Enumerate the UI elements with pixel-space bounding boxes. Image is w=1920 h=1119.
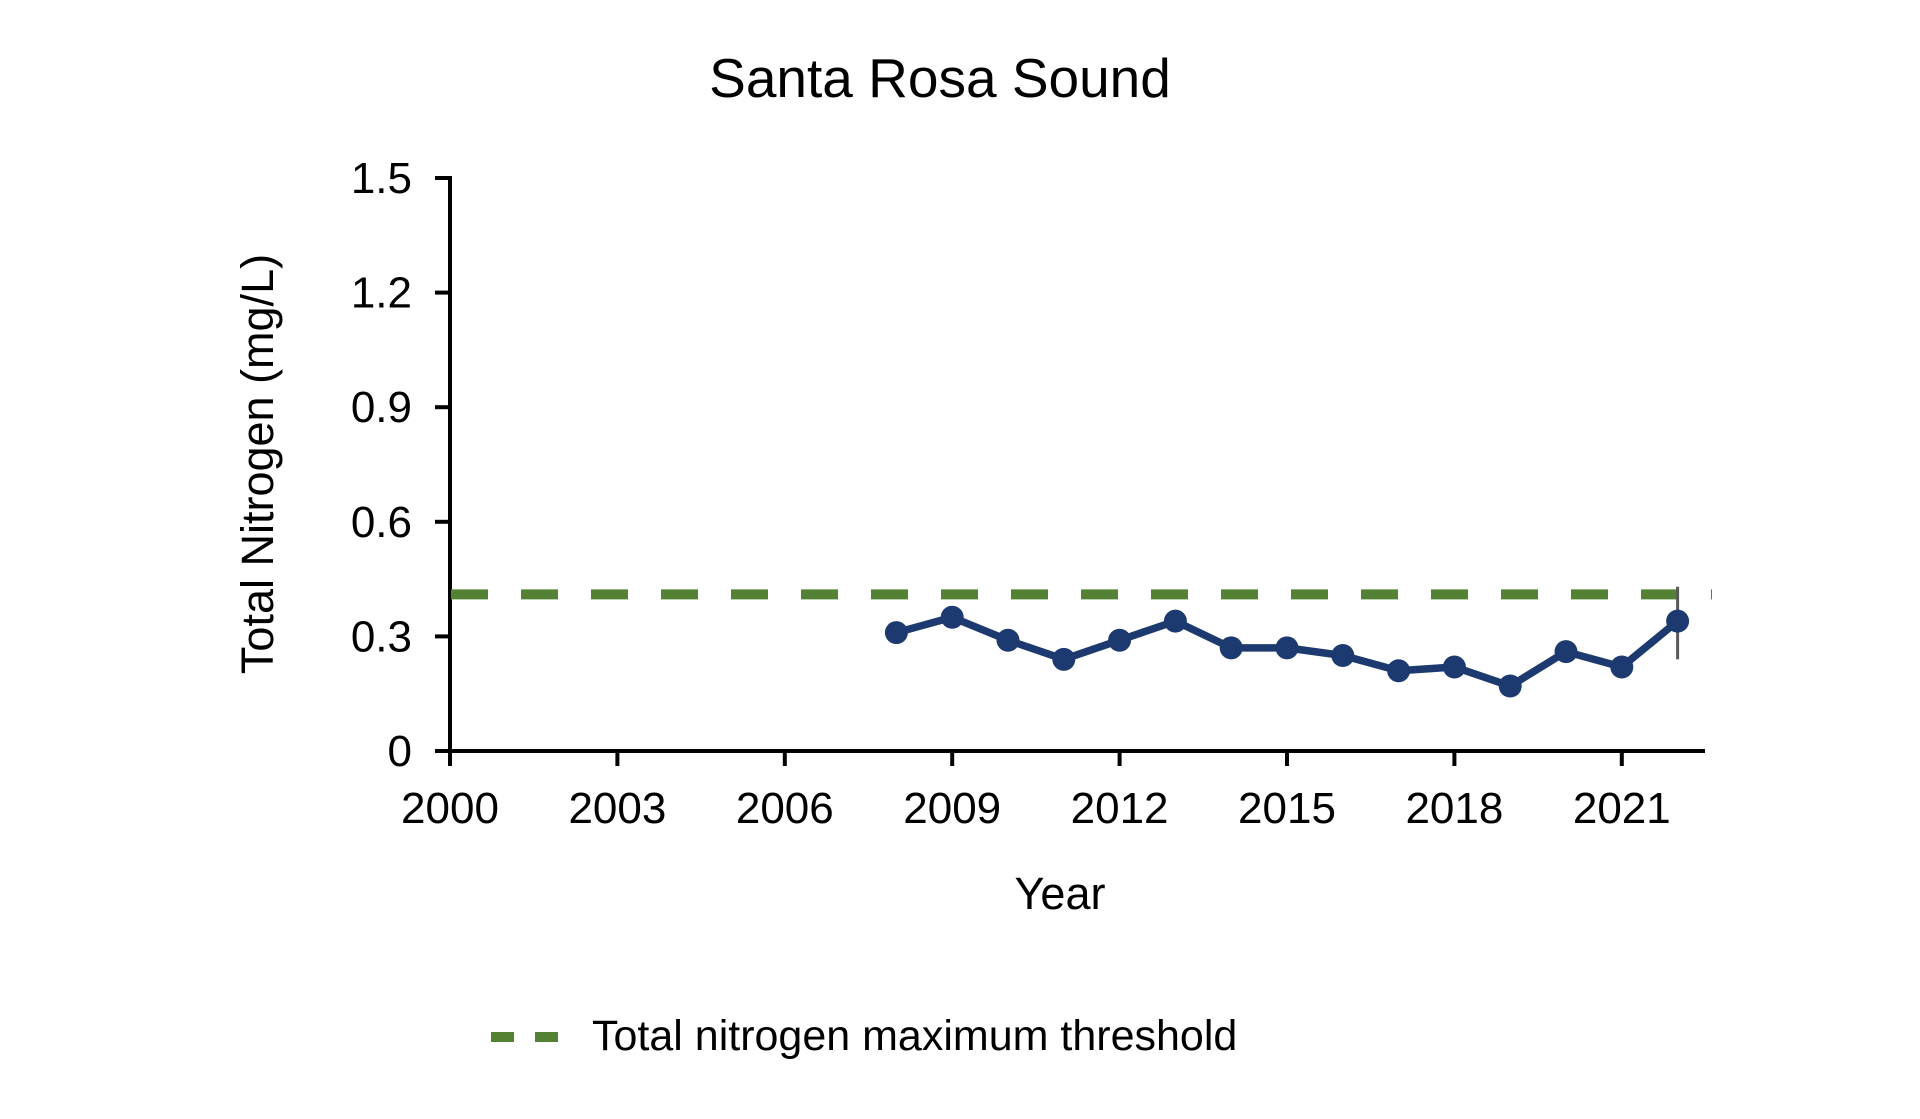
x-axis-title: Year bbox=[1014, 868, 1106, 919]
y-tick-label: 0.6 bbox=[351, 498, 412, 547]
data-point bbox=[1052, 647, 1076, 671]
data-point bbox=[1554, 640, 1578, 664]
threshold-dash-swatch-icon bbox=[491, 1031, 559, 1042]
y-tick-label: 0.9 bbox=[351, 383, 412, 432]
x-tick-label: 2015 bbox=[1238, 784, 1336, 833]
data-point bbox=[1275, 636, 1299, 660]
data-point bbox=[1442, 655, 1466, 679]
legend: Total nitrogen maximum threshold bbox=[490, 1012, 1237, 1061]
y-tick-label: 1.2 bbox=[351, 269, 412, 318]
data-point bbox=[884, 621, 908, 645]
y-tick-label: 1.5 bbox=[351, 154, 412, 203]
data-point bbox=[1108, 628, 1132, 652]
x-tick-label: 2003 bbox=[568, 784, 666, 833]
x-tick-label: 2021 bbox=[1573, 784, 1671, 833]
y-axis-title: Total Nitrogen (mg/L) bbox=[232, 253, 283, 675]
legend-label: Total nitrogen maximum threshold bbox=[592, 1012, 1238, 1060]
data-point bbox=[1387, 659, 1411, 683]
data-point bbox=[996, 628, 1020, 652]
data-point bbox=[940, 605, 964, 629]
line-chart-plot: 0 0.3 0.6 0.9 1.2 1.5 2000 2003 2006 2009 2012 2015… bbox=[351, 154, 1712, 833]
y-tick-label: 0.3 bbox=[351, 612, 412, 661]
data-point bbox=[1163, 609, 1187, 633]
data-point bbox=[1610, 655, 1634, 679]
chart-figure: 0 0.3 0.6 0.9 1.2 1.5 2000 2003 2006 2009 2012 2015… bbox=[40, 16, 1920, 1103]
data-point bbox=[1331, 644, 1355, 667]
chart-title: Santa Rosa Sound bbox=[709, 47, 1171, 109]
y-tick-label: 0 bbox=[388, 727, 412, 776]
x-tick-label: 2000 bbox=[401, 784, 499, 833]
x-tick-label: 2009 bbox=[903, 784, 1001, 833]
x-tick-label: 2012 bbox=[1071, 784, 1169, 833]
x-tick-label: 2006 bbox=[736, 784, 834, 833]
x-tick-label: 2018 bbox=[1405, 784, 1503, 833]
data-point bbox=[1219, 636, 1243, 660]
data-point bbox=[1666, 609, 1690, 633]
data-point bbox=[1498, 674, 1522, 698]
